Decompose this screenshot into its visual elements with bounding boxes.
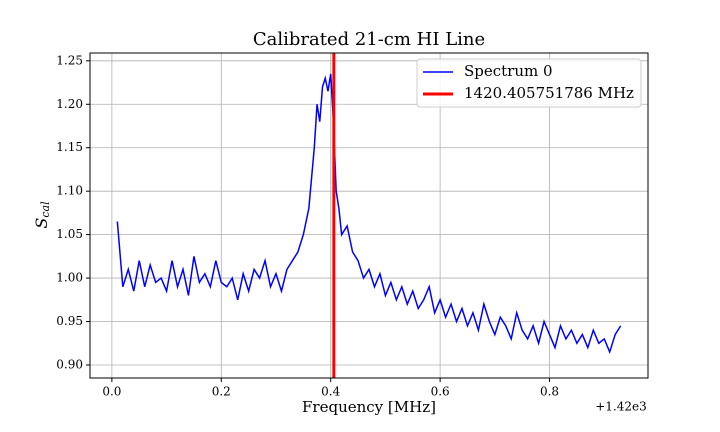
y-label-symbol: S xyxy=(32,218,51,229)
x-tick-label: 0.8 xyxy=(540,385,559,399)
legend-label: Spectrum 0 xyxy=(464,62,553,80)
y-tick-label: 0.95 xyxy=(56,314,83,328)
x-tick-label: 0.0 xyxy=(102,385,121,399)
x-offset-label: +1.42e3 xyxy=(595,400,647,414)
y-tick-label: 0.90 xyxy=(56,357,83,371)
y-axis-label-main: Scal xyxy=(32,201,53,229)
y-axis-label: Scal xyxy=(32,201,53,229)
x-tick-label: 0.6 xyxy=(431,385,450,399)
y-tick-label: 1.05 xyxy=(56,227,83,241)
chart-title: Calibrated 21-cm HI Line xyxy=(253,29,485,50)
x-axis-label: Frequency [MHz] xyxy=(302,398,436,416)
y-tick-label: 1.20 xyxy=(56,97,83,111)
plot-frame xyxy=(89,52,649,379)
line-series xyxy=(116,73,622,355)
legend-box xyxy=(416,58,642,108)
y-tick-label: 1.25 xyxy=(56,53,83,67)
y-tick-label: 1.15 xyxy=(56,140,83,154)
x-tick-label: 0.4 xyxy=(321,385,340,399)
y-tick-label: 1.00 xyxy=(56,271,83,285)
x-tick-label: 0.2 xyxy=(212,385,231,399)
y-label-subscript: cal xyxy=(39,201,52,218)
legend-label: 1420.405751786 MHz xyxy=(464,84,634,102)
y-tick-label: 1.10 xyxy=(56,184,83,198)
